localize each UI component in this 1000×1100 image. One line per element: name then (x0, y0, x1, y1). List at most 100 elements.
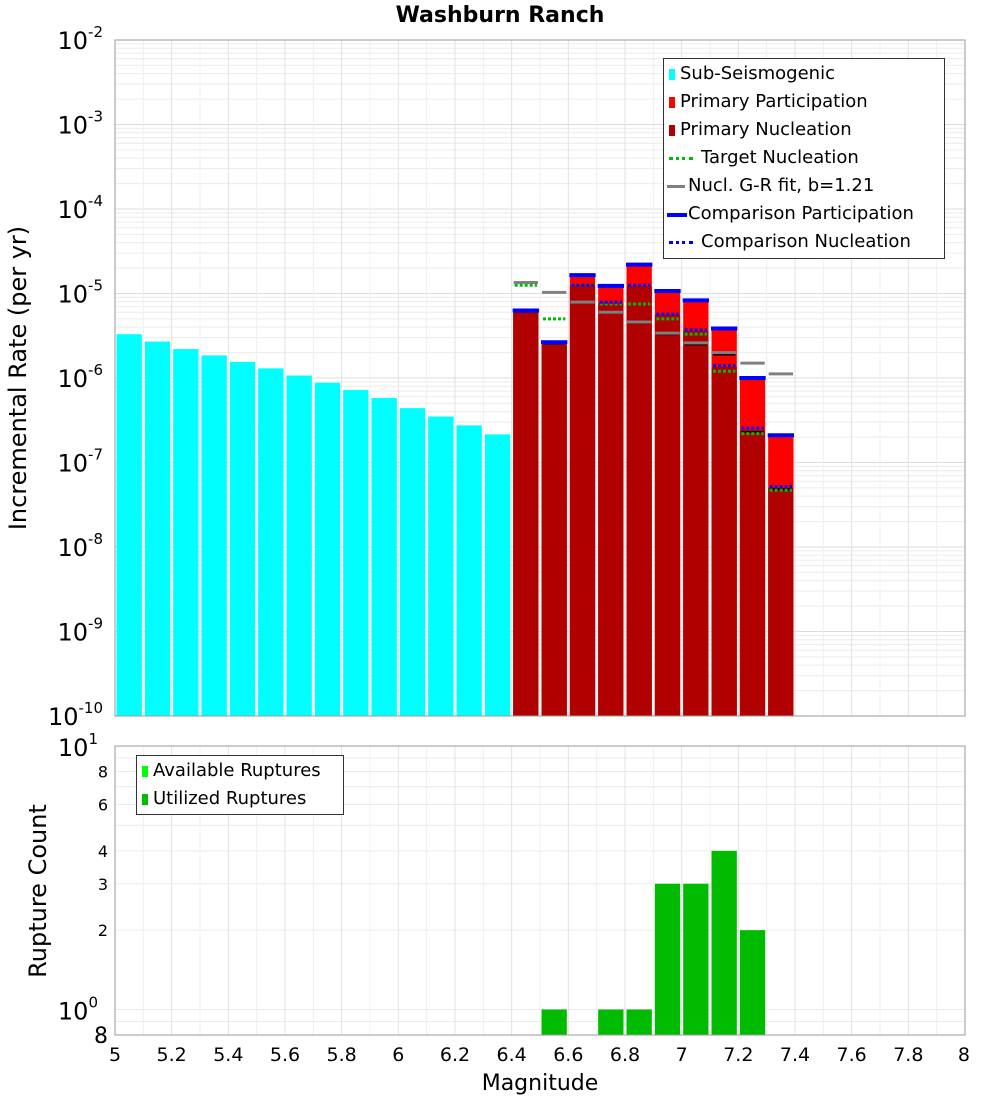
primary-nucleation-bar (654, 314, 681, 716)
y-tick-label: 10-8 (57, 530, 103, 562)
primary-nucleation-bar (598, 303, 624, 716)
primary-nucleation-bar (683, 330, 709, 716)
legend-label: Available Ruptures (153, 760, 321, 781)
x-tick-label: 5.2 (157, 1044, 187, 1066)
y-tick-base: 10 (57, 450, 88, 478)
legend-item: Comparison Nucleation (664, 228, 944, 256)
y-tick-label: 10-9 (57, 615, 103, 647)
legend-label: Target Nucleation (701, 147, 859, 168)
primary-nucleation-bar (768, 487, 794, 716)
x-tick-label: 8 (958, 1044, 970, 1066)
sub-seismogenic-bar (258, 368, 284, 716)
top-legend: Sub-Seismogenic Primary Participation Prim… (663, 58, 945, 259)
x-tick-label: 7.8 (893, 1044, 923, 1066)
x-tick-label: 7.4 (780, 1044, 810, 1066)
y-tick-base: 10 (48, 703, 79, 731)
y-minor-tick-label: 8 (98, 763, 108, 782)
top-markers (512, 262, 794, 492)
y-tick-label: 10-5 (57, 277, 103, 309)
y-tick-label: 10-7 (57, 446, 103, 478)
bottom-y-axis-label: Rupture Count (24, 804, 52, 978)
legend-item: Comparison Participation (664, 200, 944, 228)
legend-label: Primary Nucleation (680, 119, 852, 140)
y-minor-tick-label: 2 (98, 921, 108, 940)
y-tick-exponent: -6 (88, 361, 103, 379)
x-tick-label: 5.8 (327, 1044, 357, 1066)
y-tick-base: 10 (58, 997, 89, 1025)
legend-label: Utilized Ruptures (153, 788, 307, 809)
legend-swatch (669, 241, 693, 244)
x-tick-label: 6.2 (440, 1044, 470, 1066)
primary-nucleation-bar (513, 312, 539, 716)
x-tick-label: 5.4 (213, 1044, 243, 1066)
bottom-plot-frame (114, 745, 966, 1036)
sub-seismogenic-bar (484, 434, 511, 716)
legend-swatch (142, 794, 148, 805)
utilized-rupture-bar (598, 1009, 624, 1035)
legend-item: Available Ruptures (137, 757, 343, 785)
y-tick-exponent: -7 (88, 446, 103, 464)
top-y-axis-label: Incremental Rate (per yr) (4, 226, 32, 530)
y-tick-exponent: -5 (88, 277, 103, 295)
y-tick-exponent: 0 (88, 993, 98, 1011)
legend-item: Nucl. G-R fit, b=1.21 (664, 172, 944, 200)
y-tick-base: 10 (57, 619, 88, 647)
sub-seismogenic-bar (286, 375, 312, 716)
y-minor-tick-label: 6 (98, 795, 108, 814)
y-tick-label: 10-10 (48, 699, 103, 731)
x-axis-label: Magnitude (482, 1071, 599, 1096)
sub-seismogenic-bar (116, 334, 142, 716)
x-tick-label: 7.6 (837, 1044, 867, 1066)
y-tick-base: 10 (57, 112, 88, 140)
x-tick-label: 5 (109, 1044, 121, 1066)
sub-seismogenic-bar (456, 425, 482, 716)
legend-label: Nucl. G-R fit, b=1.21 (688, 175, 875, 196)
primary-nucleation-bar (541, 344, 567, 716)
legend-swatch (142, 766, 148, 777)
bottom-bars (541, 850, 766, 1035)
utilized-rupture-bar (711, 850, 737, 1035)
primary-nucleation-bar (569, 285, 596, 716)
legend-item: Sub-Seismogenic (664, 60, 944, 88)
primary-nucleation-bar (739, 430, 766, 716)
legend-swatch (669, 125, 675, 136)
y-tick-exponent: -2 (88, 23, 103, 41)
utilized-rupture-bar (626, 1009, 652, 1035)
top-plot-frame (114, 39, 966, 717)
legend-swatch (667, 185, 685, 188)
sub-seismogenic-bar (343, 390, 369, 716)
legend-item: Target Nucleation (664, 144, 944, 172)
utilized-rupture-bar (739, 930, 766, 1035)
y-tick-base: 10 (57, 281, 88, 309)
y-minor-tick-label: 8 (94, 1024, 108, 1049)
utilized-rupture-bar (541, 1009, 567, 1035)
sub-seismogenic-bar (399, 408, 426, 716)
sub-seismogenic-bar (229, 361, 256, 716)
y-tick-label: 10-6 (57, 361, 103, 393)
x-ticks: 5 5.2 5.4 5.6 5.8 6 6.2 6.4 6.6 6.8 7 7.2 7.4 7.6 7.8 8 (109, 1044, 970, 1066)
primary-nucleation-bar (711, 366, 737, 716)
bottom-legend: Available Ruptures Utilized Ruptures (136, 755, 344, 815)
y-minor-tick-label: 4 (98, 842, 108, 861)
y-tick-exponent: -8 (88, 530, 103, 548)
legend-label: Primary Participation (680, 91, 868, 112)
top-y-ticks: 10-210-310-410-510-610-710-810-910-10 (48, 23, 103, 731)
y-tick-base: 10 (57, 27, 88, 55)
x-tick-label: 7.2 (723, 1044, 753, 1066)
x-tick-label: 6.6 (553, 1044, 583, 1066)
x-tick-label: 7 (676, 1044, 688, 1066)
legend-label: Comparison Nucleation (701, 231, 911, 252)
x-tick-label: 6 (392, 1044, 404, 1066)
y-tick-label: 101 (58, 730, 98, 762)
y-tick-label: 10-4 (57, 192, 103, 224)
utilized-rupture-bar (654, 883, 681, 1035)
sub-seismogenic-bar (201, 355, 227, 716)
top-bars (116, 266, 794, 716)
legend-item: Primary Nucleation (664, 116, 944, 144)
chart-title: Washburn Ranch (396, 3, 605, 28)
y-tick-exponent: -9 (88, 615, 103, 633)
legend-item: Primary Participation (664, 88, 944, 116)
legend-item: Utilized Ruptures (137, 785, 343, 813)
